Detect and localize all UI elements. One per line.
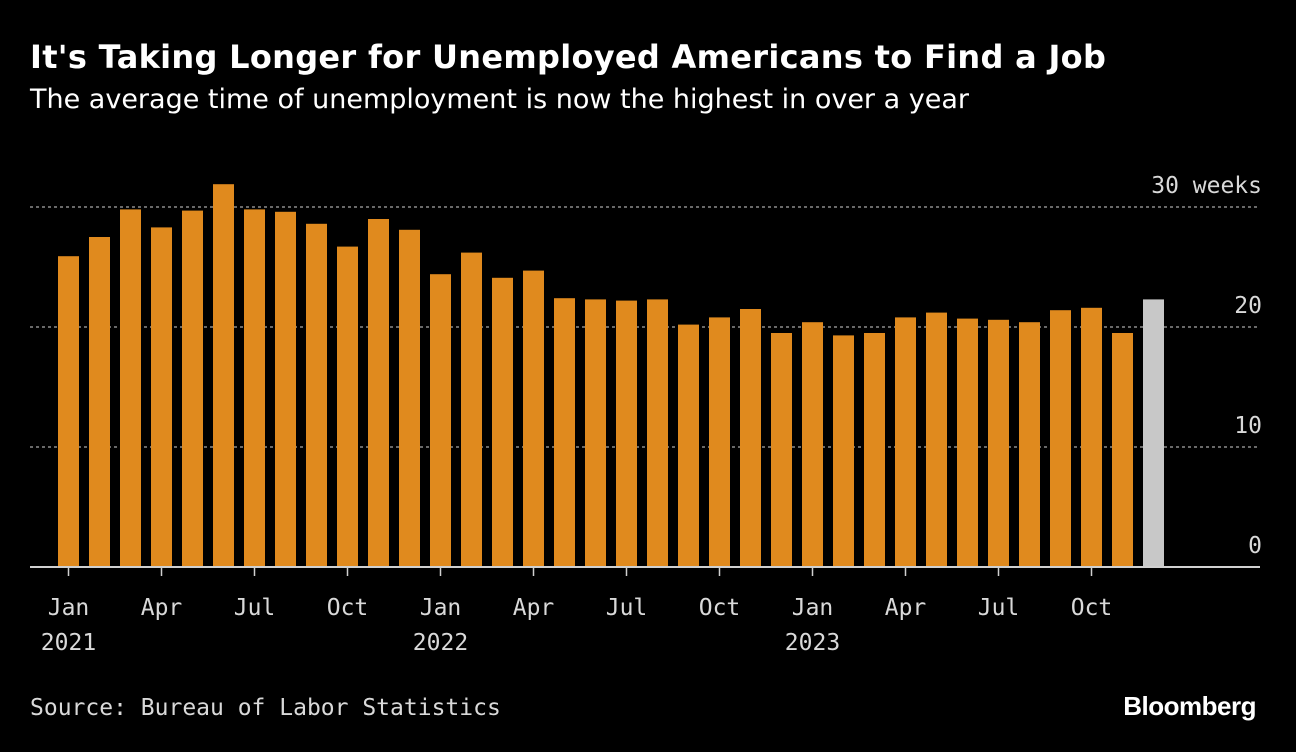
x-tick-label: Apr — [885, 595, 927, 621]
bar — [740, 309, 761, 567]
bar — [399, 229, 420, 568]
y-tick-label: 0 — [1248, 533, 1262, 559]
bar — [461, 252, 482, 567]
chart-title: It's Taking Longer for Unemployed Americ… — [30, 38, 1107, 76]
x-tick-label: Oct — [699, 595, 741, 621]
bar — [709, 317, 730, 567]
bar — [523, 270, 544, 567]
bar — [151, 227, 172, 567]
bar — [492, 277, 513, 567]
bar — [120, 209, 141, 567]
bar — [957, 318, 978, 567]
bar — [771, 333, 792, 567]
chart-subtitle: The average time of unemployment is now … — [30, 84, 969, 115]
bar — [895, 317, 916, 567]
bar — [430, 274, 451, 567]
bar — [182, 210, 203, 567]
bar — [213, 184, 234, 567]
bar — [1112, 333, 1133, 567]
bar — [802, 322, 823, 567]
bar — [647, 299, 668, 567]
bar — [585, 299, 606, 567]
bar — [988, 319, 1009, 567]
bars — [58, 184, 1164, 568]
x-tick-year-label: 2021 — [41, 630, 96, 656]
bar — [275, 211, 296, 568]
bar — [554, 298, 575, 567]
source-note: Source: Bureau of Labor Statistics — [30, 695, 501, 721]
y-tick-label: 30 weeks — [1151, 173, 1262, 199]
bar — [89, 237, 110, 567]
gridlines — [30, 206, 1260, 448]
bar — [616, 300, 637, 567]
x-tick-label: Jul — [234, 595, 276, 621]
bar — [1019, 322, 1040, 567]
bar — [368, 219, 389, 567]
bloomberg-logo: Bloomberg — [1123, 691, 1256, 721]
x-tick-label: Jul — [978, 595, 1020, 621]
bar — [1081, 307, 1102, 567]
bar — [337, 246, 358, 567]
bar — [864, 333, 885, 567]
x-tick-label: Apr — [513, 595, 555, 621]
bar — [58, 256, 79, 567]
bar — [306, 223, 327, 568]
x-tick-label: Oct — [327, 595, 369, 621]
y-tick-label: 10 — [1234, 413, 1262, 439]
x-tick-label: Apr — [141, 595, 183, 621]
x-axis-labels: Jan 2021 Apr Jul Oct Jan 2022 Apr Jul Oct Jan 2023 A… — [41, 567, 1112, 656]
x-tick-label: Oct — [1071, 595, 1113, 621]
bar — [833, 335, 854, 567]
x-tick-year-label: 2022 — [413, 630, 468, 656]
bar — [678, 324, 699, 567]
y-tick-label: 20 — [1234, 293, 1262, 319]
bar-chart: 30 weeks 20 10 0 Jan 2021 Apr Jul Oct Jan 2022 Apr… — [30, 173, 1262, 656]
x-tick-label: Jul — [606, 595, 648, 621]
bar — [926, 312, 947, 567]
x-tick-year-label: 2023 — [785, 630, 840, 656]
x-tick-label: Jan — [420, 595, 462, 621]
x-tick-label: Jan — [792, 595, 834, 621]
x-tick-label: Jan — [48, 595, 90, 621]
bar — [244, 209, 265, 567]
bar-latest — [1143, 299, 1164, 567]
y-axis-labels: 30 weeks 20 10 0 — [1151, 173, 1262, 559]
bar — [1050, 310, 1071, 567]
